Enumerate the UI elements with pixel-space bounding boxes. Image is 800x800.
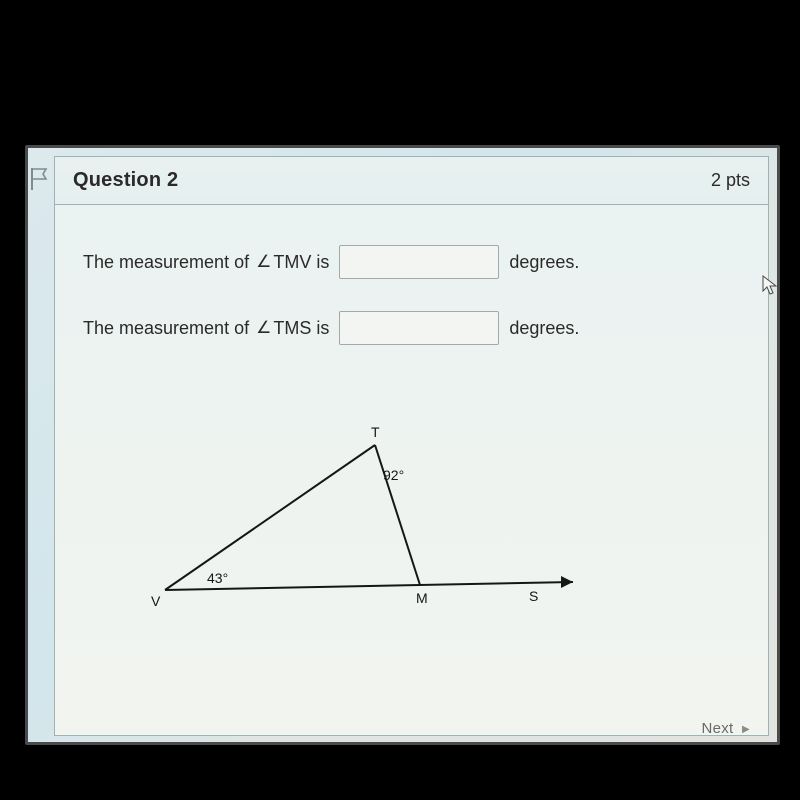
question-title: Question 2 — [73, 169, 178, 192]
question-panel: Question 2 2 pts The measurement of ∠ TM… — [54, 156, 769, 736]
angle-symbol-icon: ∠ — [256, 252, 271, 272]
tmv-answer-input[interactable] — [339, 245, 499, 279]
statement-suffix: degrees. — [509, 318, 579, 339]
triangle-figure: V M S T 43° 92° — [145, 415, 585, 625]
svg-text:T: T — [371, 424, 380, 440]
flag-icon[interactable] — [28, 166, 50, 192]
angle-name: TMS — [273, 318, 311, 339]
photo-screen-area: Question 2 2 pts The measurement of ∠ TM… — [25, 145, 780, 745]
statement-prefix: The measurement of — [83, 318, 254, 339]
svg-text:V: V — [151, 593, 161, 609]
svg-text:43°: 43° — [207, 570, 228, 586]
next-label: Next — [701, 720, 733, 737]
tms-answer-input[interactable] — [339, 311, 499, 345]
statement-postfix: is — [311, 318, 329, 339]
question-header: Question 2 2 pts — [55, 157, 768, 205]
statement-tmv: The measurement of ∠ TMV is degrees. — [83, 245, 740, 279]
svg-text:S: S — [529, 588, 538, 604]
angle-symbol-icon: ∠ — [256, 318, 271, 338]
question-points: 2 pts — [711, 170, 750, 191]
next-button[interactable]: Next ▶ — [701, 720, 750, 737]
statement-prefix: The measurement of — [83, 252, 254, 273]
chevron-right-icon: ▶ — [742, 724, 750, 735]
question-body: The measurement of ∠ TMV is degrees. The… — [55, 205, 768, 735]
svg-text:M: M — [416, 590, 428, 606]
svg-text:92°: 92° — [383, 467, 404, 483]
statement-suffix: degrees. — [509, 252, 579, 273]
cursor-icon — [762, 275, 778, 297]
angle-name: TMV — [273, 252, 311, 273]
statement-tms: The measurement of ∠ TMS is degrees. — [83, 311, 740, 345]
statement-postfix: is — [311, 252, 329, 273]
